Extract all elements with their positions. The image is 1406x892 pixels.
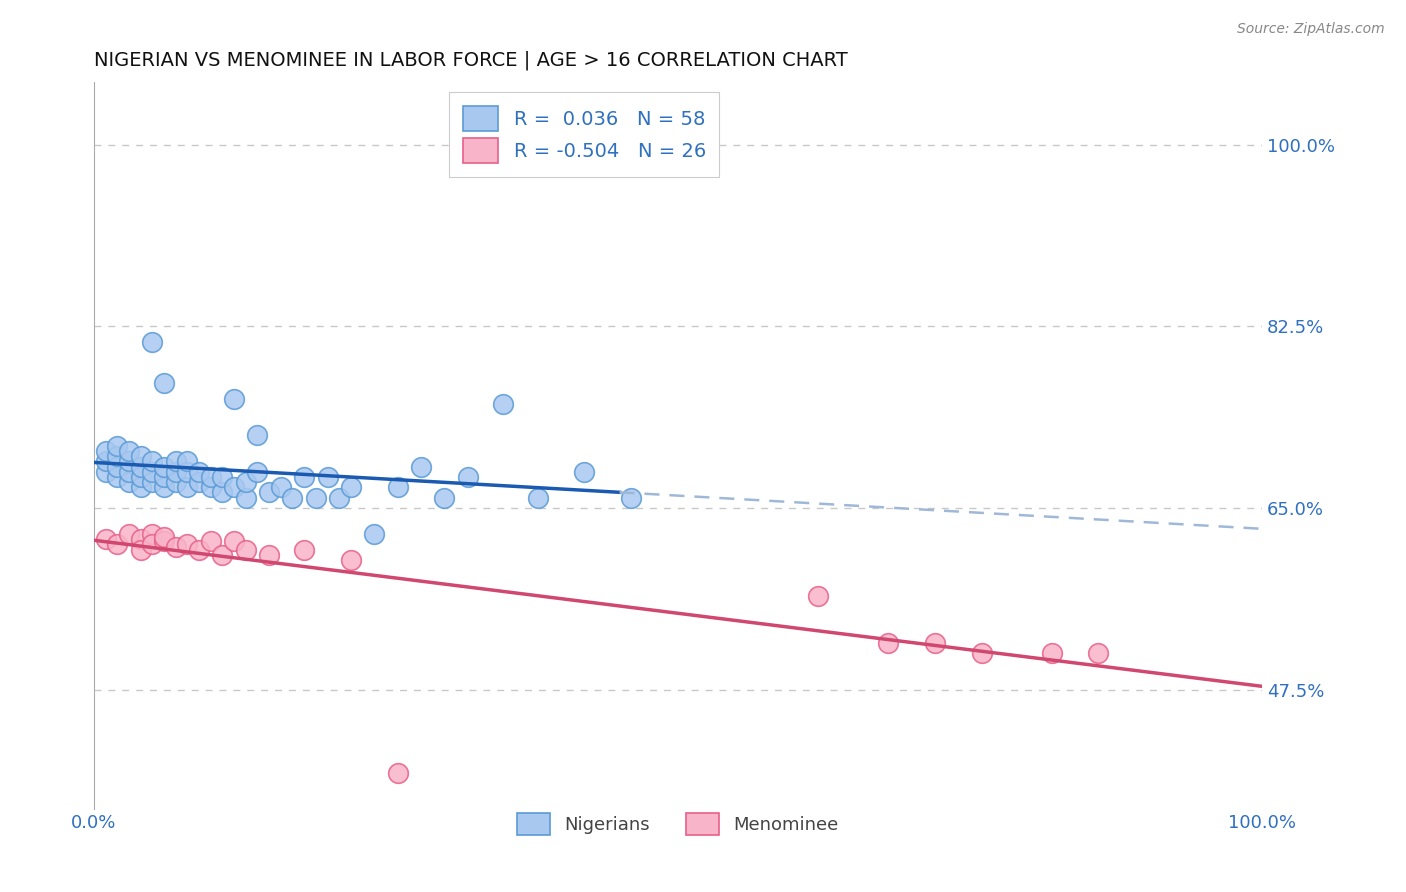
Point [94, 444, 117, 458]
Point [165, 454, 187, 468]
Point [340, 553, 363, 567]
Point [94, 454, 117, 468]
Point [129, 542, 152, 557]
Point [141, 527, 163, 541]
Point [141, 454, 163, 468]
Point [105, 459, 128, 474]
Point [118, 475, 141, 489]
Text: NIGERIAN VS MENOMINEE IN LABOR FORCE | AGE > 16 CORRELATION CHART: NIGERIAN VS MENOMINEE IN LABOR FORCE | A… [94, 51, 848, 70]
Point [877, 636, 900, 650]
Point [176, 537, 198, 551]
Point [305, 491, 328, 505]
Point [129, 449, 152, 463]
Point [222, 534, 245, 549]
Point [807, 589, 830, 603]
Point [281, 491, 304, 505]
Point [492, 397, 515, 411]
Point [105, 537, 128, 551]
Point [211, 548, 233, 562]
Point [188, 465, 211, 479]
Point [188, 542, 211, 557]
Point [200, 470, 222, 484]
Point [235, 491, 257, 505]
Point [118, 465, 141, 479]
Point [165, 465, 187, 479]
Point [165, 541, 187, 555]
Point [153, 459, 176, 474]
Point [141, 334, 163, 349]
Point [105, 470, 128, 484]
Point [246, 465, 269, 479]
Point [176, 454, 198, 468]
Legend: Nigerians, Menominee: Nigerians, Menominee [509, 804, 848, 844]
Point [620, 491, 643, 505]
Point [409, 459, 432, 474]
Point [153, 470, 176, 484]
Point [211, 470, 233, 484]
Point [292, 470, 315, 484]
Point [246, 428, 269, 442]
Point [257, 485, 280, 500]
Point [129, 532, 152, 546]
Point [387, 765, 409, 780]
Point [222, 480, 245, 494]
Point [387, 480, 409, 494]
Point [433, 491, 456, 505]
Point [94, 465, 117, 479]
Point [292, 542, 315, 557]
Point [118, 527, 141, 541]
Point [141, 537, 163, 551]
Point [526, 491, 548, 505]
Point [153, 480, 176, 494]
Point [176, 480, 198, 494]
Point [153, 530, 176, 544]
Point [457, 470, 479, 484]
Point [924, 636, 946, 650]
Point [129, 459, 152, 474]
Point [235, 475, 257, 489]
Point [105, 449, 128, 463]
Point [118, 454, 141, 468]
Point [141, 465, 163, 479]
Point [363, 527, 385, 541]
Point [200, 480, 222, 494]
Point [188, 475, 211, 489]
Point [1040, 647, 1063, 661]
Point [235, 542, 257, 557]
Point [970, 647, 993, 661]
Point [574, 465, 596, 479]
Point [94, 532, 117, 546]
Point [222, 392, 245, 406]
Point [129, 480, 152, 494]
Point [153, 376, 176, 391]
Point [153, 534, 176, 549]
Point [129, 470, 152, 484]
Text: Source: ZipAtlas.com: Source: ZipAtlas.com [1237, 22, 1385, 37]
Point [118, 444, 141, 458]
Point [141, 475, 163, 489]
Point [257, 548, 280, 562]
Point [200, 534, 222, 549]
Point [328, 491, 350, 505]
Point [340, 480, 363, 494]
Point [1087, 647, 1109, 661]
Point [165, 475, 187, 489]
Point [176, 465, 198, 479]
Point [270, 480, 292, 494]
Point [316, 470, 339, 484]
Point [211, 485, 233, 500]
Point [105, 439, 128, 453]
